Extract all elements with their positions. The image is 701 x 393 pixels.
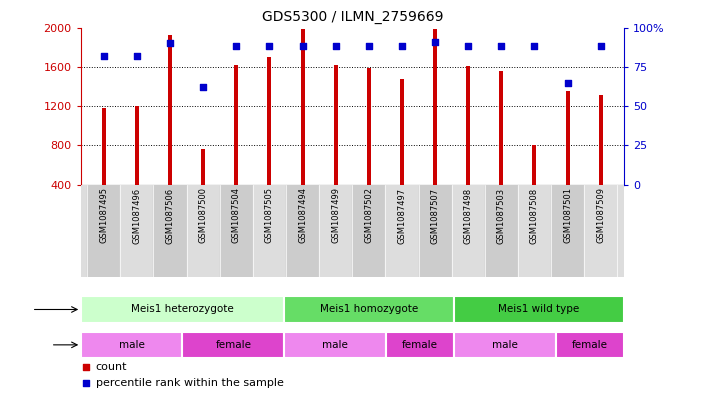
Title: GDS5300 / ILMN_2759669: GDS5300 / ILMN_2759669 xyxy=(261,10,443,24)
Bar xyxy=(186,185,219,277)
Bar xyxy=(518,185,551,277)
Bar xyxy=(201,149,205,185)
Bar xyxy=(285,332,386,358)
Bar xyxy=(253,185,286,277)
Point xyxy=(396,43,407,50)
Text: male: male xyxy=(322,340,348,350)
Bar xyxy=(268,57,271,185)
Bar xyxy=(386,332,454,358)
Bar xyxy=(566,91,569,185)
Point xyxy=(297,43,308,50)
Text: GSM1087502: GSM1087502 xyxy=(365,187,374,244)
Point xyxy=(363,43,374,50)
Bar xyxy=(367,68,371,185)
Point xyxy=(529,43,540,50)
Bar xyxy=(154,185,186,277)
Bar xyxy=(386,185,418,277)
Bar xyxy=(551,185,584,277)
Text: GSM1087508: GSM1087508 xyxy=(530,187,539,244)
Bar xyxy=(353,185,386,277)
Bar xyxy=(168,35,172,185)
Text: count: count xyxy=(96,362,128,372)
Text: GSM1087497: GSM1087497 xyxy=(397,187,407,244)
Text: GSM1087496: GSM1087496 xyxy=(132,187,142,244)
Bar xyxy=(234,65,238,185)
Bar xyxy=(301,29,304,185)
Text: GSM1087495: GSM1087495 xyxy=(100,187,108,244)
Point xyxy=(463,43,474,50)
Text: GSM1087499: GSM1087499 xyxy=(331,187,340,244)
Bar xyxy=(454,332,556,358)
Bar xyxy=(454,296,624,323)
Text: female: female xyxy=(215,340,252,350)
Point xyxy=(264,43,275,50)
Bar xyxy=(219,185,253,277)
Text: GSM1087500: GSM1087500 xyxy=(198,187,207,244)
Point xyxy=(198,84,209,90)
Bar xyxy=(599,95,603,185)
Point xyxy=(165,40,176,46)
Bar xyxy=(533,145,536,185)
Bar xyxy=(285,296,454,323)
Text: female: female xyxy=(572,340,608,350)
Text: GSM1087494: GSM1087494 xyxy=(298,187,307,244)
Point xyxy=(98,53,109,59)
Text: GSM1087498: GSM1087498 xyxy=(463,187,472,244)
Bar xyxy=(556,332,624,358)
Bar xyxy=(466,66,470,185)
Point xyxy=(131,53,142,59)
Point xyxy=(562,79,573,86)
Bar xyxy=(102,108,106,185)
Bar xyxy=(499,71,503,185)
Bar xyxy=(334,65,338,185)
Bar xyxy=(485,185,518,277)
Bar xyxy=(182,332,285,358)
Text: GSM1087503: GSM1087503 xyxy=(497,187,506,244)
Bar xyxy=(121,185,154,277)
Bar xyxy=(319,185,353,277)
Text: female: female xyxy=(402,340,438,350)
Bar xyxy=(418,185,451,277)
Text: GSM1087506: GSM1087506 xyxy=(165,187,175,244)
Point xyxy=(595,43,606,50)
Text: GSM1087501: GSM1087501 xyxy=(563,187,572,244)
Text: GSM1087509: GSM1087509 xyxy=(597,187,605,244)
Point xyxy=(330,43,341,50)
Point xyxy=(496,43,507,50)
Bar xyxy=(286,185,319,277)
Point xyxy=(81,380,92,386)
Text: GSM1087505: GSM1087505 xyxy=(265,187,274,244)
Text: male: male xyxy=(492,340,518,350)
Text: Meis1 heterozygote: Meis1 heterozygote xyxy=(131,305,234,314)
Text: GSM1087504: GSM1087504 xyxy=(232,187,241,244)
Bar xyxy=(584,185,618,277)
Bar xyxy=(400,79,404,185)
Point xyxy=(430,39,441,45)
Text: Meis1 homozygote: Meis1 homozygote xyxy=(320,305,418,314)
Bar xyxy=(87,185,121,277)
Bar xyxy=(433,29,437,185)
Bar xyxy=(81,296,285,323)
Text: GSM1087507: GSM1087507 xyxy=(430,187,440,244)
Point xyxy=(81,364,92,370)
Bar xyxy=(81,332,182,358)
Bar xyxy=(451,185,485,277)
Text: male: male xyxy=(118,340,144,350)
Point xyxy=(231,43,242,50)
Bar xyxy=(135,106,139,185)
Text: percentile rank within the sample: percentile rank within the sample xyxy=(96,378,284,388)
Text: Meis1 wild type: Meis1 wild type xyxy=(498,305,580,314)
